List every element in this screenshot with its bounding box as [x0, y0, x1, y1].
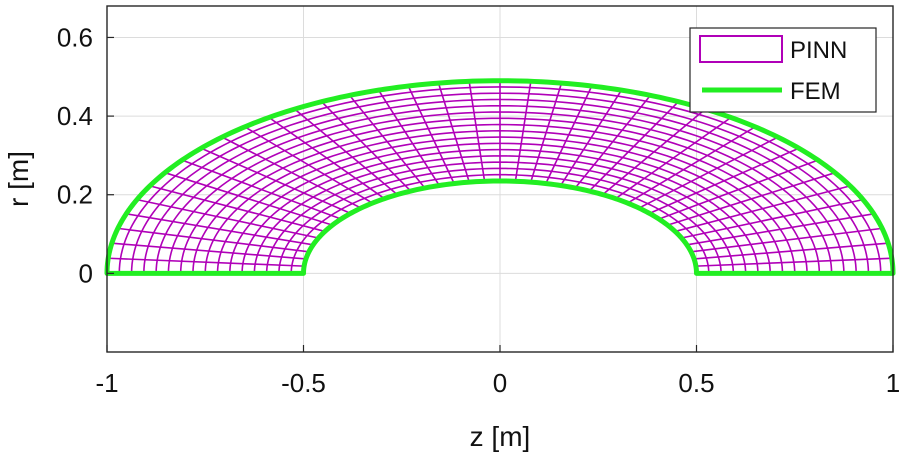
y-tick-label: 0.2 [57, 180, 93, 210]
y-tick-labels: 0 0.2 0.4 0.6 [57, 22, 114, 288]
pinn-arc-line [167, 111, 833, 274]
y-tick-label: 0 [79, 258, 93, 288]
legend-label-fem: FEM [790, 78, 841, 105]
y-axis-label: r [m] [3, 151, 34, 207]
pinn-arc-line [179, 117, 821, 274]
pinn-arc-line [143, 98, 857, 274]
x-tick-label: 0 [493, 368, 507, 398]
pinn-arc-line [130, 92, 870, 274]
pinn-arc-line [118, 86, 882, 274]
pinn-arc-line [241, 148, 759, 274]
x-tick-label: -0.5 [281, 368, 326, 398]
x-tick-label: 1 [886, 368, 900, 398]
x-tick-label: -1 [95, 368, 118, 398]
legend-label-pinn: PINN [790, 37, 847, 64]
pinn-arc-line [192, 123, 808, 274]
pinn-arc-line [265, 161, 735, 274]
pinn-arc-line [278, 167, 722, 274]
x-tick-label: 0.5 [678, 368, 714, 398]
x-axis-label: z [m] [470, 421, 531, 452]
pinn-arc-line [204, 130, 796, 274]
pinn-arc-line [216, 136, 784, 274]
legend: PINN FEM [689, 27, 877, 113]
pinn-arc-line [253, 155, 747, 274]
pinn-arc-line [229, 142, 771, 274]
pinn-arc-line [290, 173, 710, 274]
pinn-arc-line [155, 104, 845, 274]
y-tick-label: 0.6 [57, 22, 93, 52]
x-tick-labels: -1 -0.5 0 0.5 1 [95, 345, 900, 398]
y-tick-label: 0.4 [57, 101, 93, 131]
legend-swatch-pinn [699, 35, 783, 63]
